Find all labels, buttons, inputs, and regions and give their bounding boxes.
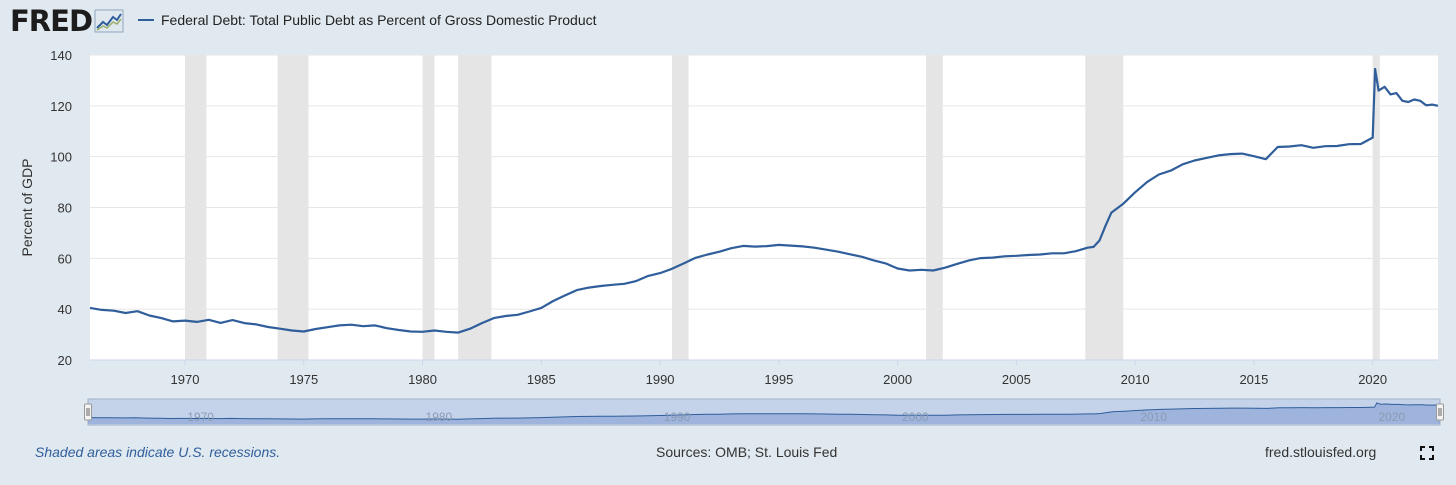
y-tick-label: 140 [50,48,72,63]
y-tick-label: 60 [58,251,72,266]
legend-line-swatch [138,19,154,21]
y-tick-label: 40 [58,302,72,317]
x-tick-label: 2005 [1002,372,1031,387]
fred-logo[interactable]: FRED [10,4,124,38]
x-tick-label: 2015 [1239,372,1268,387]
x-tick-label: 1990 [646,372,675,387]
x-tick-label: 2010 [1121,372,1150,387]
series-legend[interactable]: Federal Debt: Total Public Debt as Perce… [138,12,597,28]
navigator-tick-label: 2020 [1378,410,1405,424]
y-tick-label: 20 [58,353,72,368]
chart-header: FRED Federal Debt: Total Public Debt as … [0,0,1456,46]
legend-label: Federal Debt: Total Public Debt as Perce… [161,12,597,28]
site-link[interactable]: fred.stlouisfed.org [1265,444,1377,460]
navigator-tick-label: 1980 [426,410,453,424]
x-tick-label: 2020 [1358,372,1387,387]
chart-footer: Shaded areas indicate U.S. recessions. S… [0,440,1456,464]
sources-text: Sources: OMB; St. Louis Fed [656,444,838,460]
y-tick-label: 100 [50,150,72,165]
y-tick-label: 120 [50,99,72,114]
fred-logo-text: FRED [10,4,93,38]
navigator-line [87,402,1440,420]
navigator-handle[interactable] [84,403,92,421]
navigator-handle[interactable] [1436,403,1444,421]
navigator-tick-label: 1990 [664,410,691,424]
line-chart[interactable]: 20 40 60 80 100 120 140 1970 1975 1980 1985 1990 199… [0,0,1456,440]
x-tick-label: 1985 [527,372,556,387]
navigator-tick-label: 1970 [187,410,214,424]
x-tick-label: 1970 [171,372,200,387]
navigator-area [88,402,1440,424]
recessions-note: Shaded areas indicate U.S. recessions. [35,444,281,460]
y-tick-label: 80 [58,201,72,216]
x-tick-label: 2000 [883,372,912,387]
fullscreen-icon[interactable] [1420,446,1434,460]
x-tick-label: 1975 [289,372,318,387]
y-axis-label: Percent of GDP [19,158,35,256]
navigator-tick-label: 2010 [1140,410,1167,424]
x-tick-label: 1995 [764,372,793,387]
debt-series-line [89,67,1439,334]
x-tick-label: 1980 [408,372,437,387]
chart-line-icon [94,9,124,33]
navigator-tick-label: 2000 [902,410,929,424]
